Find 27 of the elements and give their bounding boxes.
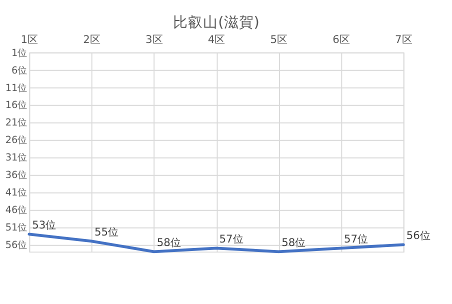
data-label: 58位 <box>156 236 182 249</box>
y-tick-label: 31位 <box>5 152 28 164</box>
x-tick-label: 4区 <box>208 33 226 46</box>
y-tick-label: 26位 <box>5 134 28 146</box>
y-tick-label: 6位 <box>12 64 28 76</box>
chart-title: 比叡山(滋賀) <box>173 14 260 32</box>
data-label: 57位 <box>344 232 369 246</box>
x-tick-label: 1区 <box>20 33 39 46</box>
x-tick-label: 3区 <box>145 33 164 46</box>
data-label: 53位 <box>32 218 57 232</box>
data-label: 58位 <box>282 236 306 249</box>
y-tick-label: 16位 <box>5 99 28 112</box>
y-tick-label: 41位 <box>5 186 28 199</box>
y-tick-label: 21位 <box>5 116 28 129</box>
y-tick-label: 56位 <box>5 239 28 252</box>
data-label: 55位 <box>94 225 120 238</box>
x-tick-label: 6区 <box>332 33 350 46</box>
x-tick-label: 5区 <box>270 33 288 46</box>
data-label: 57位 <box>219 232 244 246</box>
y-tick-label: 36位 <box>5 169 28 182</box>
y-tick-label: 11位 <box>5 82 28 94</box>
x-tick-label: 2区 <box>83 33 101 46</box>
y-tick-label: 46位 <box>5 204 28 216</box>
x-tick-label: 7区 <box>394 33 413 46</box>
data-label: 56位 <box>406 228 431 242</box>
y-tick-label: 51位 <box>5 222 28 234</box>
y-tick-label: 1位 <box>12 46 28 59</box>
